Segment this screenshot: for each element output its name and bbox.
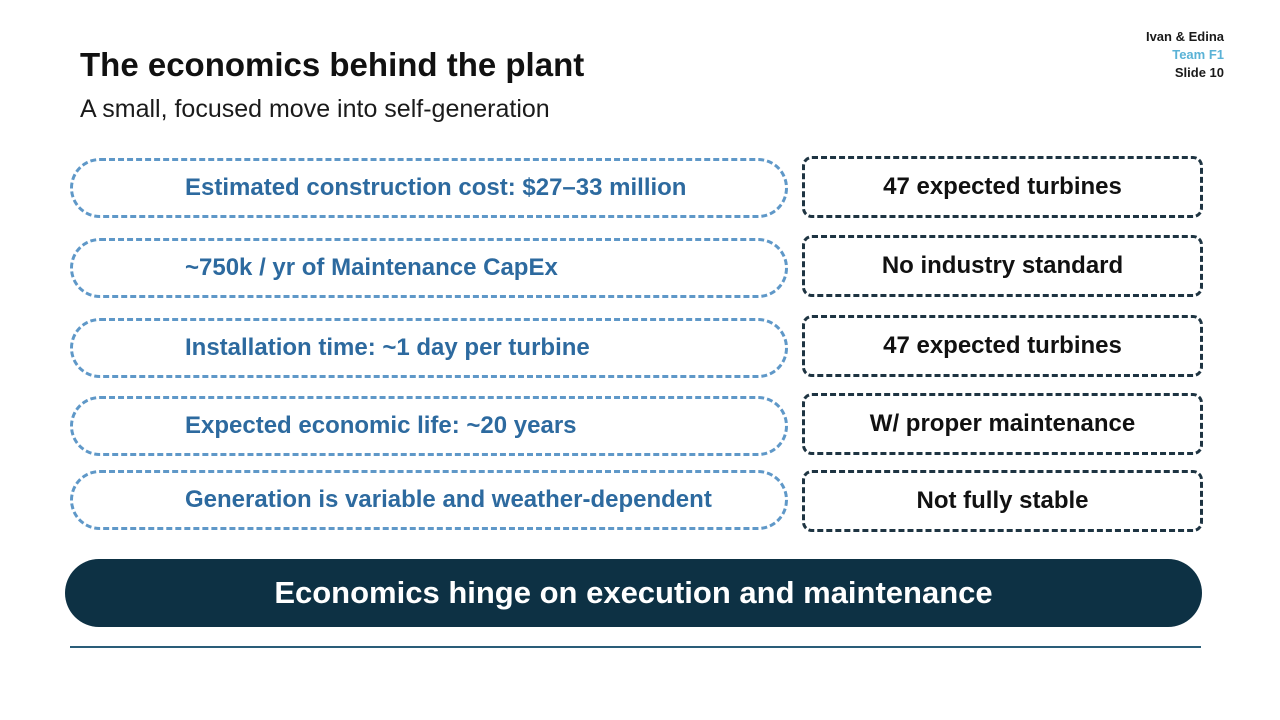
team-label: Team F1 [1172,47,1224,62]
fact-text: ~750k / yr of Maintenance CapEx [185,254,558,281]
note-text: No industry standard [881,252,1124,279]
author-label: Ivan & Edina [1145,29,1224,44]
page-subtitle: A small, focused move into self-generati… [80,95,550,123]
slide-number: Slide 10 [1174,65,1224,80]
note-text: W/ proper maintenance [869,410,1136,437]
slide-meta: Ivan & Edina Team F1 Slide 10 [1146,28,1224,82]
fact-text: Installation time: ~1 day per turbine [185,334,590,361]
page-title: The economics behind the plant [80,46,585,83]
note-box-maintenance-capex: No industry standard [802,235,1203,297]
fact-box-construction-cost: Estimated construction cost: $27–33 mill… [70,158,788,218]
fact-box-generation-variability: Generation is variable and weather-depen… [70,470,788,530]
fact-box-economic-life: Expected economic life: ~20 years [70,396,788,456]
note-text: 47 expected turbines [883,332,1122,359]
note-box-construction-cost: 47 expected turbines [802,156,1203,218]
conclusion-banner: Economics hinge on execution and mainten… [65,559,1202,627]
fact-box-installation-time: Installation time: ~1 day per turbine [70,318,788,378]
note-box-economic-life: W/ proper maintenance [802,393,1203,455]
note-text: 47 expected turbines [883,173,1122,200]
conclusion-text: Economics hinge on execution and mainten… [274,575,993,610]
fact-text: Estimated construction cost: $27–33 mill… [185,174,687,201]
fact-text: Generation is variable and weather-depen… [185,486,712,513]
note-text: Not fully stable [916,487,1089,514]
fact-text: Expected economic life: ~20 years [185,412,577,439]
note-box-generation-variability: Not fully stable [802,470,1203,532]
note-box-installation-time: 47 expected turbines [802,315,1203,377]
fact-box-maintenance-capex: ~750k / yr of Maintenance CapEx [70,238,788,298]
footer-divider [70,646,1201,648]
